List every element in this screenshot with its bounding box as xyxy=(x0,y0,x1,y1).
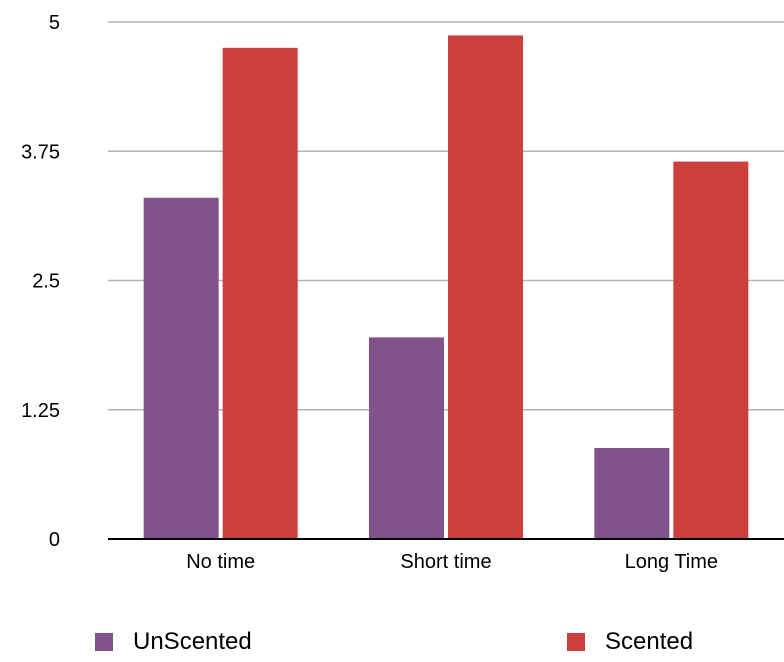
y-tick-label: 0 xyxy=(49,529,60,551)
legend-swatch-unscented xyxy=(95,633,113,651)
y-tick-label: 5 xyxy=(49,12,60,34)
legend-item-unscented: UnScented xyxy=(95,622,252,662)
bar-scented-1 xyxy=(222,47,298,539)
legend-label-unscented: UnScented xyxy=(133,628,252,655)
bars xyxy=(143,35,749,539)
legend-label-scented: Scented xyxy=(605,628,694,655)
bar-scented-2 xyxy=(448,35,523,539)
y-axis-ticks: 0 1.25 2.5 3.75 5 xyxy=(21,12,60,551)
x-tick-label: Short time xyxy=(400,551,491,573)
x-axis-ticks: No time Short time Long Time xyxy=(186,551,718,573)
y-tick-label: 1.25 xyxy=(21,400,60,422)
x-tick-label: Long Time xyxy=(625,551,718,573)
bar-unscented-2 xyxy=(369,337,444,539)
bar-unscented-1 xyxy=(143,197,219,539)
x-tick-label: No time xyxy=(186,551,255,573)
y-tick-label: 2.5 xyxy=(32,271,60,293)
bar-scented-3 xyxy=(673,161,749,539)
legend-swatch-scented xyxy=(567,633,585,651)
bar-unscented-3 xyxy=(594,448,670,539)
legend-item-scented: Scented xyxy=(567,622,693,662)
y-tick-label: 3.75 xyxy=(21,141,60,163)
gridlines xyxy=(108,21,784,411)
